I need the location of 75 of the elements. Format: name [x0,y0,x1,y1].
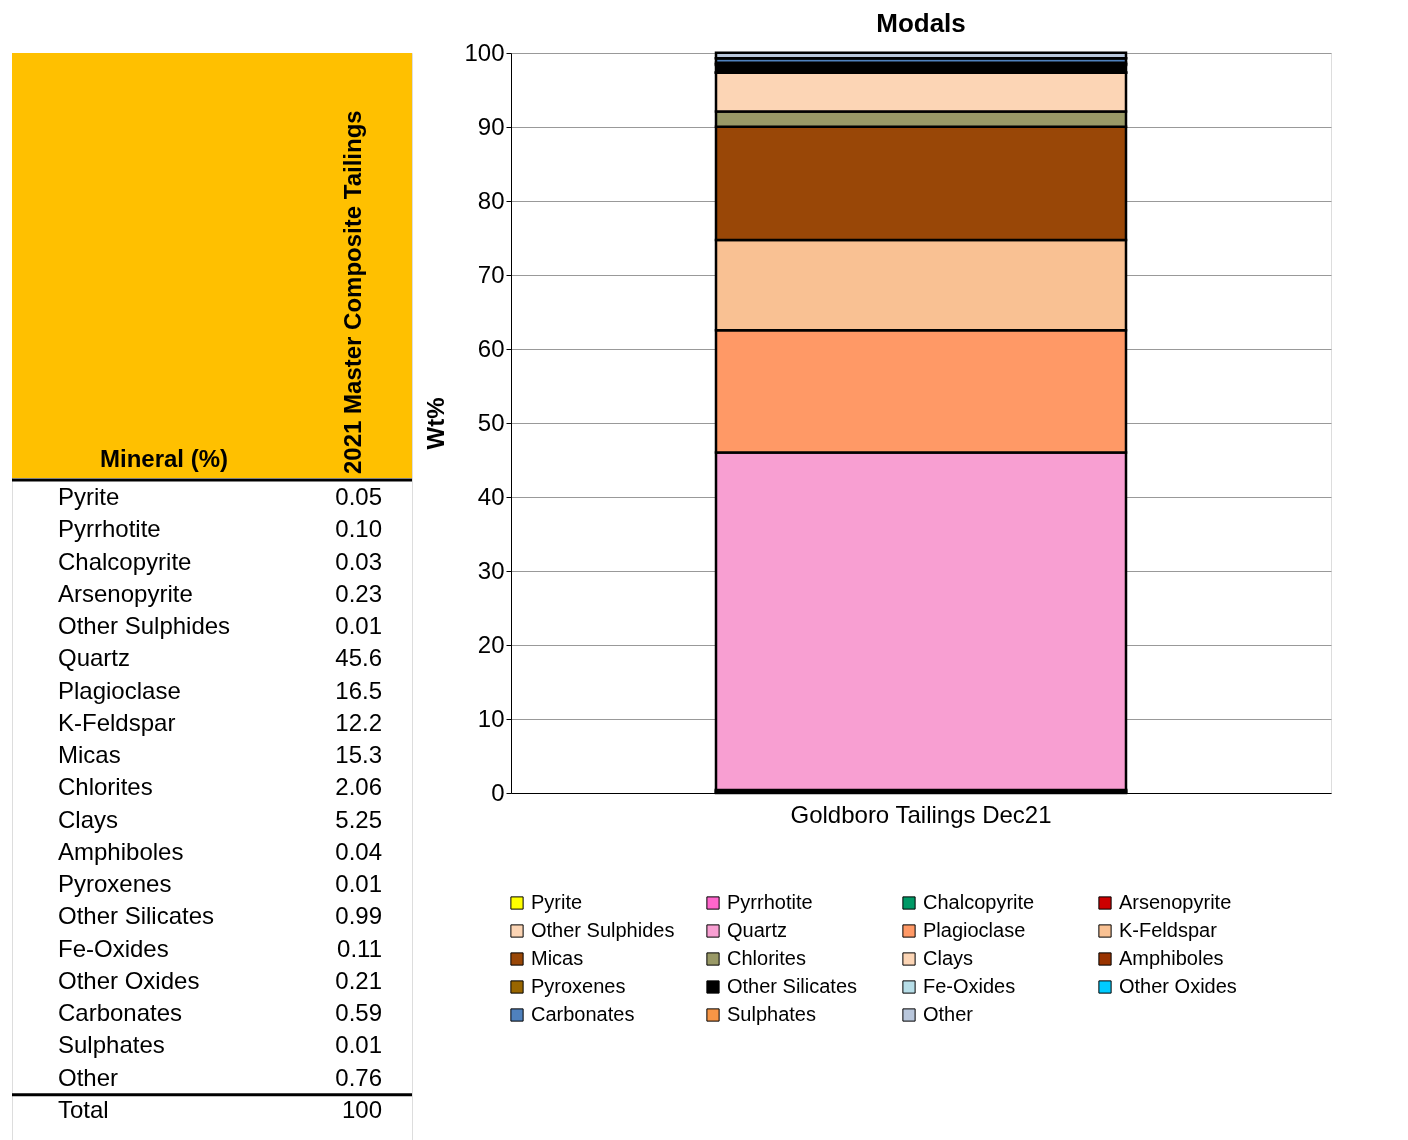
text: Other Sulphides [58,612,231,639]
y-tick-label: 40 [477,482,505,510]
text: 100 [341,1095,382,1123]
y-tick-label: 60 [477,334,505,362]
legend-label: Sulphates [727,1003,816,1025]
text: Micas [58,741,121,768]
y-tick-label: 20 [477,630,505,658]
text: Clays [58,805,119,833]
y-tick-label: 90 [477,112,505,140]
legend-label: Plagioclase [923,919,1026,941]
text: 0.76 [335,1063,382,1091]
chart-title: Modals [876,8,966,38]
text: 0.01 [335,612,382,639]
text: Pyrrhotite [58,515,161,543]
text: Pyrite [58,483,120,510]
text: 0.23 [335,579,382,607]
legend-label: Arsenopyrite [1119,891,1232,913]
text: Sulphates [58,1031,165,1059]
legend-label: Pyrite [531,891,583,913]
text: Amphiboles [58,837,184,865]
text: 0.59 [335,999,382,1026]
text: 45.6 [335,644,382,672]
y-tick-label: 0 [491,778,505,806]
text: Carbonates [58,999,183,1026]
y-tick-label: 100 [464,38,505,66]
legend-label: Other Oxides [1119,975,1237,997]
text: Other [58,1063,119,1091]
x-tick-label: Goldboro Tailings Dec21 [790,800,1052,828]
text: 15.3 [335,741,382,768]
text: K-Feldspar [58,708,176,736]
text: Plagioclase [58,676,181,704]
legend-label: Other [923,1003,974,1025]
text: 0.05 [335,483,382,510]
legend-label: Amphiboles [1119,947,1224,969]
legend-label: Carbonates [531,1003,635,1025]
legend-label: Chalcopyrite [923,891,1035,913]
y-tick-label: 30 [477,556,505,584]
text: 0.11 [337,934,382,962]
y-tick-label: 10 [477,704,505,732]
text: Chlorites [58,773,153,801]
text: 0.21 [335,966,382,994]
legend-label: Other Sulphides [531,919,675,941]
legend-label: Other Silicates [727,975,858,997]
text: 0.01 [335,870,382,897]
text: Other Oxides [58,966,200,994]
y-tick-label: 70 [477,260,505,288]
text: Arsenopyrite [58,579,193,607]
text: 2.06 [335,773,382,801]
y-tick-label: 50 [477,408,505,436]
text: 5.25 [335,805,382,833]
y-tick-label: 80 [477,186,505,214]
legend-label: Clays [923,947,974,969]
text: 0.03 [335,547,382,575]
text: Fe-Oxides [58,934,169,962]
text: Other Silicates [58,902,215,930]
text: 2021 Master Composite Tailings [339,110,366,474]
y-axis-title: Wt% [422,397,450,450]
text: 0.99 [335,902,382,930]
text: Chalcopyrite [58,547,192,575]
legend-label: Fe-Oxides [923,975,1016,997]
legend-label: Micas [531,947,584,969]
legend-label: Pyroxenes [531,975,626,997]
text: Mineral (%) [99,445,229,472]
legend-label: Chlorites [727,947,806,969]
legend-label: Quartz [727,919,788,941]
text: Total [58,1095,109,1123]
text: 16.5 [335,676,382,704]
legend-label: K-Feldspar [1119,919,1218,941]
text: 0.04 [335,837,382,865]
text: Quartz [58,644,131,672]
text: 0.10 [335,515,382,543]
text: 12.2 [335,708,382,736]
text: Pyroxenes [58,870,172,897]
text: 0.01 [335,1031,382,1059]
legend-label: Pyrrhotite [727,891,813,913]
